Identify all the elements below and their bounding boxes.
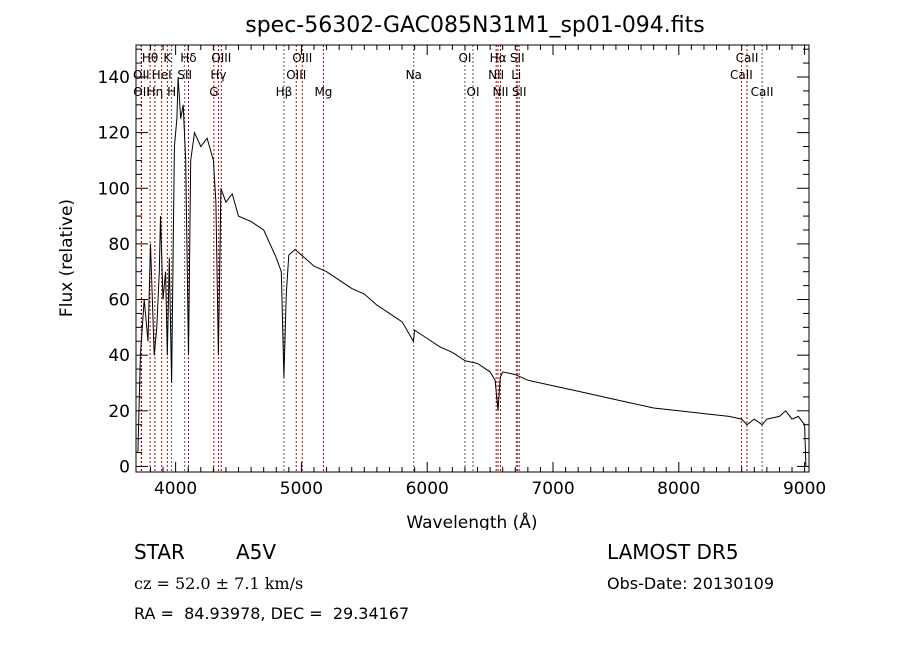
line-label: OIII (211, 51, 231, 65)
x-tick-label: 8000 (657, 479, 700, 499)
coordinates: RA = 84.93978, DEC = 29.34167 (134, 604, 410, 623)
line-label: OIII (286, 68, 306, 82)
x-axis-label: Wavelength (Å) (406, 511, 537, 530)
x-tick-label: 7000 (531, 479, 574, 499)
line-label: Mg (314, 85, 332, 99)
line-label: SII (177, 68, 192, 82)
y-tick-label: 140 (98, 68, 130, 88)
line-label: NII (493, 85, 509, 99)
y-tick-label: 100 (98, 179, 130, 199)
line-label: Hη (147, 85, 164, 99)
y-tick-label: 20 (108, 402, 130, 422)
plot-frame (135, 44, 810, 473)
line-label: HeI (152, 68, 172, 82)
line-label: CaII (736, 51, 759, 65)
line-label: OII (133, 68, 150, 82)
y-tick-label: 60 (108, 291, 130, 311)
line-label: H (167, 85, 176, 99)
x-tick-label: 6000 (406, 479, 449, 499)
y-axis-label: Flux (relative) (57, 199, 77, 317)
line-label: Hα (490, 51, 507, 65)
line-label: OI (467, 85, 480, 99)
line-label: Hγ (210, 68, 226, 82)
chart-title: spec-56302-GAC085N31M1_sp01-094.fits (245, 13, 705, 38)
line-label: Hδ (180, 51, 196, 65)
object-subclass: A5V (236, 540, 277, 564)
line-label: SII (510, 51, 525, 65)
line-label: Na (406, 68, 422, 82)
line-label: CaII (751, 85, 774, 99)
y-tick-label: 0 (119, 457, 130, 477)
line-label: Hθ (142, 51, 158, 65)
x-tick-label: 4000 (154, 479, 197, 499)
line-label: Hβ (276, 85, 293, 99)
spectrum-line (137, 76, 807, 467)
x-tick-label: 5000 (280, 479, 323, 499)
line-label: G (209, 85, 218, 99)
object-type: STAR (134, 540, 185, 564)
obs-date: Obs-Date: 20130109 (607, 574, 775, 593)
line-label: OIII (292, 51, 312, 65)
y-tick-label: 40 (108, 346, 130, 366)
line-label: Li (511, 68, 521, 82)
survey-name: LAMOST DR5 (607, 540, 739, 564)
y-tick-label: 120 (98, 124, 130, 144)
redshift-cz: cz = 52.0 ± 7.1 km/s (134, 574, 304, 593)
spectrum-chart: spec-56302-GAC085N31M1_sp01-094.fits Hθ K… (57, 13, 826, 533)
line-label: OII (133, 85, 150, 99)
line-label: K (163, 51, 172, 65)
line-label: CaII (730, 68, 753, 82)
x-tick-label: 9000 (783, 479, 826, 499)
line-label: OI (458, 51, 471, 65)
line-label: NII (488, 68, 504, 82)
line-label: SII (512, 85, 527, 99)
y-tick-label: 80 (108, 235, 130, 255)
